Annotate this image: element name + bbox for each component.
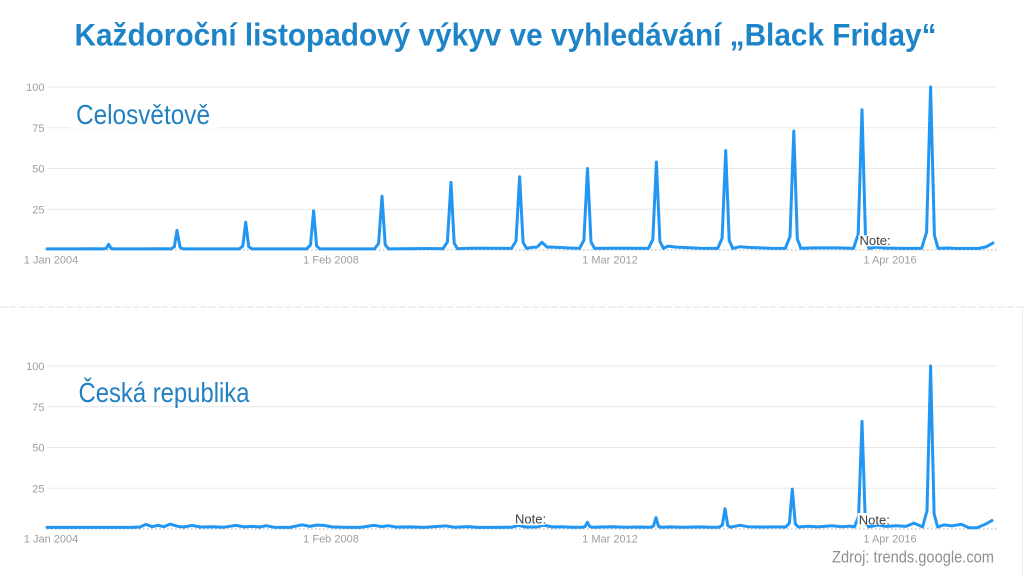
svg-text:1 Feb 2008: 1 Feb 2008 [303,534,359,546]
svg-text:Celosvětově: Celosvětově [76,99,210,130]
svg-text:1 Mar 2012: 1 Mar 2012 [582,534,638,546]
svg-text:Každoroční listopadový výkyv v: Každoroční listopadový výkyv ve vyhledáv… [75,17,937,53]
svg-text:Česká republika: Česká republika [79,377,250,408]
svg-text:1 Mar 2012: 1 Mar 2012 [582,255,638,267]
svg-text:1 Jan 2004: 1 Jan 2004 [24,255,78,267]
svg-text:1 Jan 2004: 1 Jan 2004 [24,534,78,546]
svg-text:Zdroj: trends.google.com: Zdroj: trends.google.com [832,549,994,567]
svg-text:Note:: Note: [860,233,891,248]
svg-text:1 Apr 2016: 1 Apr 2016 [863,534,916,546]
svg-text:75: 75 [32,123,44,135]
svg-text:1 Feb 2008: 1 Feb 2008 [303,255,359,267]
svg-text:Note:: Note: [859,512,890,527]
svg-text:100: 100 [26,361,44,373]
svg-text:1 Apr 2016: 1 Apr 2016 [863,255,916,267]
svg-text:50: 50 [32,443,44,455]
svg-text:Note:: Note: [515,512,546,527]
svg-text:25: 25 [32,483,44,495]
svg-text:50: 50 [32,164,44,176]
svg-text:25: 25 [32,204,44,216]
svg-text:75: 75 [32,402,44,414]
svg-text:100: 100 [26,82,44,94]
